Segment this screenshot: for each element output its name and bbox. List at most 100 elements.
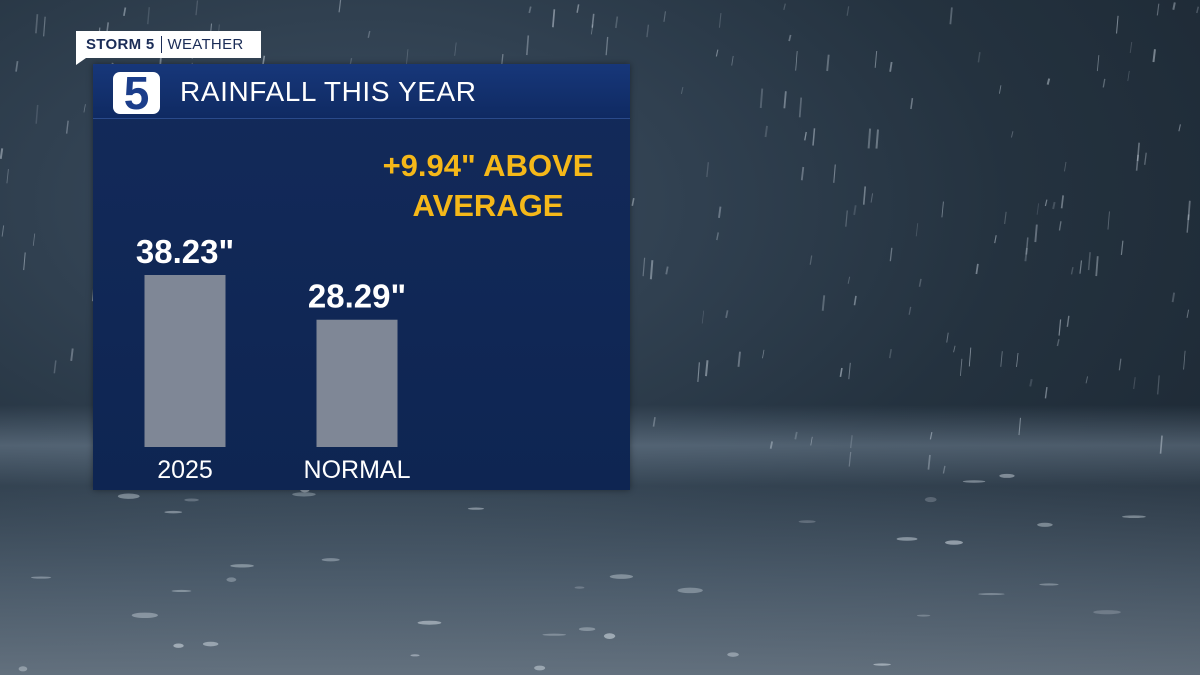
rain-drop	[783, 91, 787, 109]
above-average-note: +9.94" ABOVE AVERAGE	[353, 146, 623, 226]
rain-drop	[1187, 200, 1191, 221]
rain-drop	[65, 120, 69, 134]
rain-drop	[810, 436, 813, 446]
water-splash	[226, 577, 237, 582]
rain-drop	[908, 306, 912, 315]
rain-drop	[1136, 142, 1140, 162]
rain-drop	[665, 266, 669, 275]
rain-drop	[715, 49, 719, 57]
bar-2025	[144, 275, 226, 447]
annotation-line-2: AVERAGE	[412, 188, 564, 223]
rain-drop	[1085, 376, 1089, 384]
rain-drop	[788, 34, 792, 42]
rain-drop	[1064, 161, 1067, 172]
rain-drop	[1196, 6, 1200, 14]
category-label-2025: 2025	[157, 456, 213, 484]
rain-drop	[874, 50, 878, 68]
rain-drop	[605, 36, 609, 56]
rain-drop	[528, 6, 532, 14]
water-splash	[202, 641, 219, 647]
water-splash	[1037, 522, 1053, 527]
rain-drop	[848, 362, 851, 380]
rain-drop	[697, 362, 700, 382]
rain-drop	[1152, 49, 1156, 63]
rain-drop	[35, 14, 39, 34]
rain-drop	[809, 255, 813, 265]
rain-drop	[1010, 131, 1014, 138]
water-splash	[896, 537, 918, 541]
rain-drop	[783, 3, 786, 11]
rain-drop	[552, 9, 556, 28]
rain-drop	[147, 7, 150, 25]
channel-5-logo: 5	[113, 67, 160, 119]
rain-drop	[915, 223, 919, 237]
rain-drop	[1025, 237, 1029, 255]
water-splash	[924, 497, 937, 503]
rain-drop	[1144, 152, 1147, 165]
rainfall-bar-chart: 38.23" 2025 28.29" NORMAL	[136, 233, 411, 484]
rain-drop	[1118, 358, 1122, 371]
rain-drop	[998, 85, 1002, 94]
water-splash	[467, 507, 485, 510]
rain-drop	[1127, 70, 1130, 82]
water-splash	[603, 633, 616, 640]
rain-drop	[833, 164, 836, 183]
rain-drop	[731, 55, 734, 66]
rain-drop	[1159, 435, 1163, 454]
rain-drop	[953, 345, 956, 353]
water-splash	[1093, 610, 1121, 615]
rain-drop	[32, 233, 36, 246]
rain-drop	[975, 263, 979, 275]
water-splash	[30, 576, 52, 579]
rain-drop	[927, 454, 931, 470]
rain-drop	[798, 97, 803, 118]
water-splash	[18, 666, 28, 672]
rain-drop	[821, 295, 826, 311]
rain-drop	[1186, 214, 1190, 233]
rain-drop	[889, 61, 893, 72]
rain-drop	[405, 49, 409, 65]
rain-drop	[847, 276, 851, 284]
rain-drop	[704, 360, 709, 377]
rain-drop	[1096, 55, 1100, 72]
panel-header: 5 RAINFALL THIS YEAR	[93, 64, 630, 119]
rain-drop	[701, 310, 705, 324]
rain-drop	[1135, 154, 1139, 171]
rain-drop	[918, 278, 922, 287]
rain-drop	[1157, 375, 1160, 395]
water-splash	[184, 498, 199, 502]
rain-drop	[1056, 339, 1060, 347]
rain-drop	[15, 60, 19, 72]
value-label-2025: 38.23"	[136, 233, 234, 270]
rain-drop	[646, 24, 650, 38]
rain-drop	[1070, 267, 1074, 275]
rain-drop	[591, 13, 595, 28]
rain-drop	[929, 432, 933, 440]
rain-drop	[1095, 256, 1099, 277]
rain-drop	[942, 465, 946, 474]
rain-drop	[1004, 211, 1007, 225]
rain-drop	[1058, 221, 1062, 231]
water-splash	[164, 510, 183, 514]
rain-drop	[968, 347, 972, 367]
rain-drop	[867, 128, 872, 149]
rain-drop	[1066, 315, 1070, 327]
rain-drop	[0, 148, 4, 159]
rain-drop	[1116, 15, 1119, 34]
water-splash	[916, 614, 931, 617]
rain-drop	[1018, 417, 1022, 436]
rain-drop	[875, 129, 879, 149]
rain-drop	[1171, 292, 1176, 303]
water-splash	[1122, 515, 1146, 519]
rain-drop	[845, 210, 848, 227]
rain-drop	[853, 295, 857, 306]
rain-drop	[853, 205, 857, 216]
logo-number: 5	[123, 67, 150, 119]
rain-drop	[454, 42, 457, 56]
rain-drop	[849, 435, 853, 449]
rain-drop	[35, 104, 39, 124]
water-splash	[578, 627, 596, 632]
water-splash	[978, 593, 1005, 596]
rain-drop	[680, 86, 684, 94]
water-splash	[677, 587, 703, 594]
